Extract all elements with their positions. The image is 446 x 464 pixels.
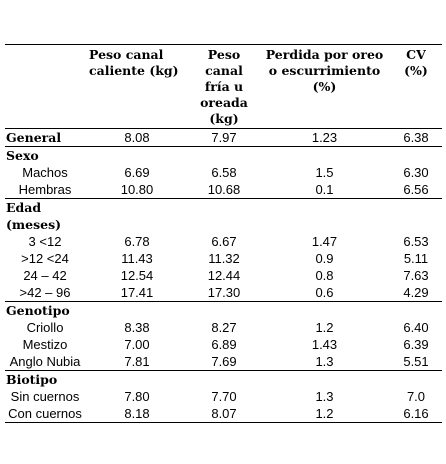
cell-cv: 4.29 <box>403 285 429 300</box>
cell-cv: 5.11 <box>403 251 429 266</box>
cell-cv: 6.40 <box>403 320 429 335</box>
data-table-container: Peso canal caliente (kg) Peso canal fría… <box>5 0 442 423</box>
cell-hot-weight: 8.08 <box>85 128 189 147</box>
cell-cold-weight: 11.32 <box>208 251 240 266</box>
cell-drip-loss: 1.2 <box>315 320 334 335</box>
cell-drip-loss: 1.3 <box>315 354 334 369</box>
cell-hot-weight: 6.78 <box>124 234 150 249</box>
cell-drip-loss: 0.1 <box>315 182 334 197</box>
cell-cv: 6.53 <box>403 234 429 249</box>
cell-cv: 6.30 <box>403 165 429 180</box>
group-label: Biotipo <box>5 370 85 388</box>
cell-hot-weight: 7.81 <box>124 354 150 369</box>
cell-cold-weight: 7.69 <box>211 354 237 369</box>
cell-hot-weight: 7.80 <box>124 389 150 404</box>
row-label: >12 <24 <box>21 251 69 266</box>
header-drip-loss: Perdida por oreo o escurrimiento (%) <box>259 44 390 129</box>
cell-cv: 5.51 <box>403 354 429 369</box>
cell-cv: 6.39 <box>403 337 429 352</box>
cell-drip-loss: 1.47 <box>311 234 338 249</box>
table-row: >12 <24 11.43 11.32 0.9 5.11 <box>5 250 442 267</box>
cell-drip-loss: 1.23 <box>259 128 390 147</box>
cell-hot-weight: 12.54 <box>120 268 154 283</box>
row-label: Sin cuernos <box>10 389 80 404</box>
table-row-general: General 8.08 7.97 1.23 6.38 <box>5 128 442 147</box>
row-label: Con cuernos <box>5 405 85 423</box>
carcass-weight-table: Peso canal caliente (kg) Peso canal fría… <box>5 0 442 423</box>
table-body: General 8.08 7.97 1.23 6.38 Sexo Machos … <box>5 128 442 423</box>
group-label: Edad (meses) <box>5 198 85 233</box>
table-row: Machos 6.69 6.58 1.5 6.30 <box>5 164 442 181</box>
row-label: 24 – 42 <box>23 268 67 283</box>
cell-hot-weight: 10.80 <box>120 182 154 197</box>
cell-cold-weight: 7.70 <box>211 389 237 404</box>
header-cell-empty <box>5 44 85 129</box>
cell-cold-weight: 6.89 <box>211 337 237 352</box>
cell-hot-weight: 17.41 <box>120 285 154 300</box>
cell-hot-weight: 8.38 <box>124 320 150 335</box>
group-header-row: Genotipo <box>5 301 442 319</box>
cell-hot-weight: 8.18 <box>85 405 189 423</box>
cell-cv: 6.56 <box>403 182 429 197</box>
cell-cv: 7.63 <box>403 268 429 283</box>
row-label: Criollo <box>26 320 64 335</box>
table-row: Con cuernos 8.18 8.07 1.2 6.16 <box>5 405 442 423</box>
cell-cv: 6.38 <box>390 128 442 147</box>
cell-cold-weight: 12.44 <box>207 268 241 283</box>
table-row: Hembras 10.80 10.68 0.1 6.56 <box>5 181 442 199</box>
row-label: Machos <box>22 165 68 180</box>
cell-cold-weight: 6.58 <box>211 165 237 180</box>
cell-drip-loss: 0.6 <box>315 285 334 300</box>
cell-cold-weight: 8.27 <box>211 320 237 335</box>
group-header-row: Edad (meses) <box>5 198 442 233</box>
cell-hot-weight: 11.43 <box>121 251 153 266</box>
row-label: >42 – 96 <box>19 285 71 300</box>
cell-cold-weight: 7.97 <box>189 128 259 147</box>
row-label: 3 <12 <box>28 234 62 249</box>
cell-hot-weight: 7.00 <box>124 337 150 352</box>
table-row: Mestizo 7.00 6.89 1.43 6.39 <box>5 336 442 353</box>
cell-cold-weight: 8.07 <box>189 405 259 423</box>
header-hot-carcass-weight: Peso canal caliente (kg) <box>85 44 189 129</box>
cell-drip-loss: 0.8 <box>315 268 334 283</box>
cell-drip-loss: 1.3 <box>315 389 334 404</box>
table-row: 3 <12 6.78 6.67 1.47 6.53 <box>5 233 442 250</box>
cell-drip-loss: 0.9 <box>315 251 334 266</box>
table-row: Sin cuernos 7.80 7.70 1.3 7.0 <box>5 388 442 405</box>
cell-drip-loss: 1.43 <box>311 337 338 352</box>
cell-hot-weight: 6.69 <box>124 165 150 180</box>
row-label: Anglo Nubia <box>9 354 81 369</box>
table-row: 24 – 42 12.54 12.44 0.8 7.63 <box>5 267 442 284</box>
cell-cold-weight: 6.67 <box>211 234 237 249</box>
table-row: Criollo 8.38 8.27 1.2 6.40 <box>5 319 442 336</box>
cell-cold-weight: 10.68 <box>207 182 241 197</box>
header-row: Peso canal caliente (kg) Peso canal fría… <box>5 44 442 129</box>
table-row: Anglo Nubia 7.81 7.69 1.3 5.51 <box>5 353 442 371</box>
group-label: Genotipo <box>5 301 85 319</box>
cell-drip-loss: 1.5 <box>315 165 334 180</box>
table-row: >42 – 96 17.41 17.30 0.6 4.29 <box>5 284 442 302</box>
cell-drip-loss: 1.2 <box>259 405 390 423</box>
row-label: Mestizo <box>22 337 68 352</box>
cell-cv: 6.16 <box>390 405 442 423</box>
header-cold-carcass-weight: Peso canal fría u oreada (kg) <box>189 44 259 129</box>
header-cv: CV (%) <box>390 44 442 129</box>
group-header-row: Sexo <box>5 146 442 164</box>
row-label: Hembras <box>18 182 72 197</box>
row-label: General <box>5 128 85 147</box>
group-header-row: Biotipo <box>5 370 442 388</box>
cell-cold-weight: 17.30 <box>207 285 241 300</box>
group-label: Sexo <box>5 146 85 164</box>
cell-cv: 7.0 <box>406 389 426 404</box>
